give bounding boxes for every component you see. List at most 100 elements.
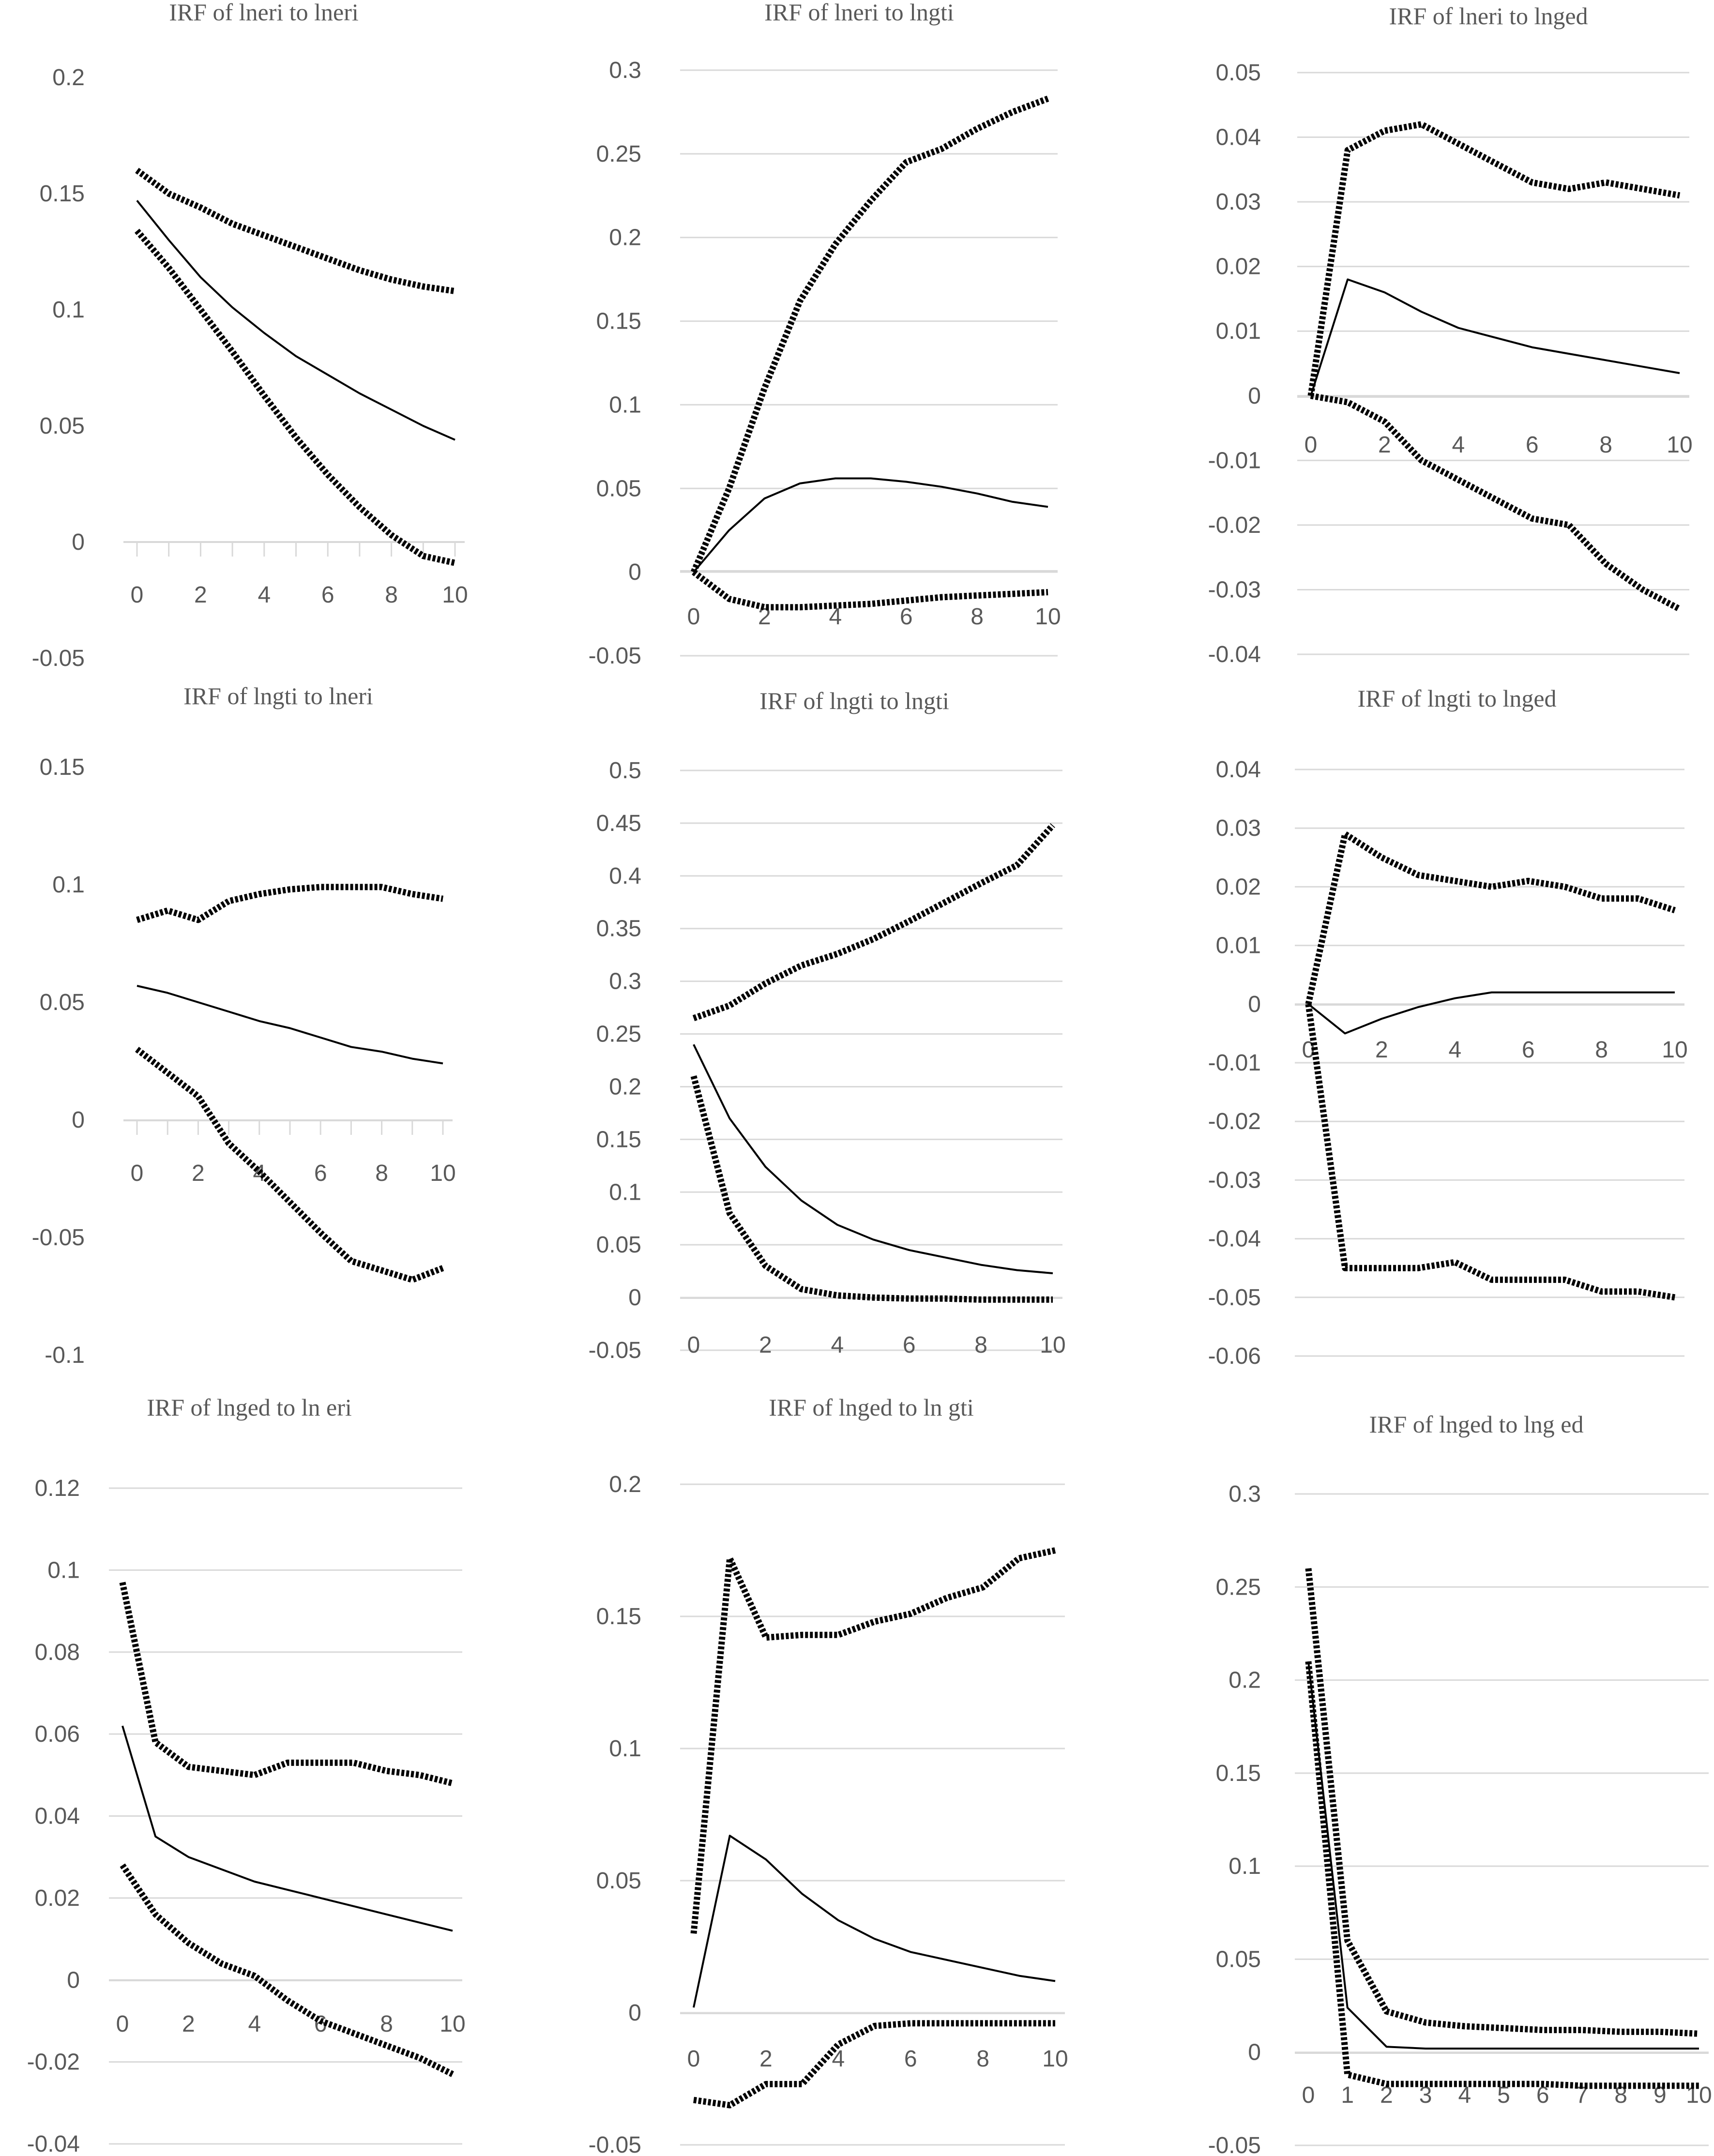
y-tick-label: -0.05: [32, 646, 85, 671]
x-tick-label: 6: [321, 582, 334, 608]
confidence-band-line: [692, 569, 1048, 611]
confidence-band-line: [135, 1047, 444, 1283]
y-tick-label: 0.25: [596, 141, 641, 167]
y-tick-label: 0.04: [1216, 125, 1261, 151]
x-tick-label: 8: [971, 604, 984, 630]
y-tick-label: 0.1: [1229, 1854, 1261, 1879]
y-tick-label: 0.05: [596, 476, 641, 501]
y-tick-label: 0.02: [1216, 874, 1261, 900]
confidence-band-line: [119, 1582, 454, 1787]
x-tick-label: 10: [442, 582, 468, 608]
y-tick-label: 0.02: [1216, 254, 1261, 280]
y-tick-label: 0.1: [609, 1179, 641, 1205]
y-tick-label: -0.04: [1208, 642, 1261, 667]
x-tick-label: 0: [687, 2046, 700, 2072]
irf-line: [121, 1725, 453, 1932]
y-tick-label: 0: [72, 1107, 85, 1133]
y-tick-label: 0.5: [609, 758, 641, 784]
x-tick-label: 4: [1452, 432, 1465, 458]
x-tick-label: 0: [1304, 432, 1318, 458]
x-tick-label: 0: [687, 1332, 700, 1358]
y-tick-label: 0.2: [609, 225, 641, 251]
confidence-band-line: [1305, 830, 1676, 1005]
y-tick-label: 0.3: [1229, 1481, 1261, 1507]
confidence-band-line: [1305, 1661, 1699, 2089]
y-tick-label: 0.2: [609, 1472, 641, 1497]
x-tick-label: 10: [1035, 604, 1061, 630]
y-tick-label: 0.05: [596, 1868, 641, 1894]
irf-line: [693, 1044, 1053, 1274]
irf-line: [693, 1835, 1056, 2008]
y-tick-label: 0.1: [52, 297, 85, 323]
chart-title: IRF of lneri to lnged: [1389, 2, 1588, 30]
x-tick-label: 4: [248, 2011, 261, 2037]
confidence-band-line: [1305, 1003, 1676, 1301]
y-tick-label: -0.02: [1208, 1109, 1261, 1134]
chart-title: IRF of lngti to lneri: [183, 682, 373, 709]
y-tick-label: 0: [628, 1285, 641, 1311]
y-tick-label: 0.4: [609, 863, 641, 889]
x-tick-label: 6: [904, 2046, 917, 2072]
x-tick-label: 6: [1522, 1037, 1535, 1063]
x-tick-label: 2: [194, 582, 207, 608]
x-tick-label: 8: [1595, 1037, 1608, 1063]
x-tick-label: 2: [1378, 432, 1391, 458]
confidence-band-line: [691, 95, 1049, 573]
x-tick-label: 10: [1686, 2082, 1712, 2108]
irf-line: [1307, 1661, 1699, 2050]
x-tick-label: 2: [1375, 1037, 1388, 1063]
x-tick-label: 0: [1302, 2082, 1315, 2108]
y-tick-label: 0.1: [47, 1557, 80, 1583]
y-tick-label: 0: [628, 2000, 641, 2026]
y-tick-label: 0.04: [35, 1804, 80, 1829]
irf-line: [137, 985, 443, 1065]
x-tick-label: 0: [687, 604, 700, 630]
y-tick-label: 0.03: [1216, 815, 1261, 841]
y-tick-label: -0.02: [27, 2050, 80, 2075]
y-tick-label: 0.04: [1216, 757, 1261, 783]
x-tick-label: 6: [314, 1161, 327, 1186]
x-tick-label: 2: [758, 604, 771, 630]
y-tick-label: 0.3: [609, 969, 641, 995]
y-tick-label: -0.04: [27, 2131, 80, 2156]
y-tick-label: 0.12: [35, 1476, 80, 1501]
confidence-band-line: [1307, 121, 1681, 396]
y-tick-label: 0.1: [609, 392, 641, 418]
y-tick-label: -0.1: [45, 1342, 85, 1368]
x-tick-label: 4: [831, 1332, 844, 1358]
y-tick-label: -0.01: [1208, 448, 1261, 473]
x-tick-label: 10: [1040, 1332, 1065, 1358]
x-tick-label: 2: [759, 2046, 773, 2072]
y-tick-label: -0.06: [1208, 1343, 1261, 1369]
confidence-band-line: [1310, 392, 1682, 612]
y-tick-label: -0.05: [589, 643, 641, 669]
y-tick-label: -0.05: [589, 1338, 641, 1363]
x-tick-label: 10: [1667, 432, 1692, 458]
y-tick-label: 0.25: [596, 1022, 641, 1047]
x-tick-label: 4: [1448, 1037, 1461, 1063]
x-tick-label: 8: [974, 1332, 987, 1358]
y-tick-label: 0.05: [40, 990, 85, 1015]
y-tick-label: 0.1: [52, 872, 85, 898]
chart-title: IRF of lnged to lng ed: [1369, 1411, 1583, 1438]
confidence-band-line: [1305, 1568, 1699, 2037]
chart-title: IRF of lnged to ln eri: [147, 1394, 352, 1421]
y-tick-label: 0.2: [609, 1074, 641, 1100]
chart-title: IRF of lngti to lngti: [759, 687, 949, 714]
y-tick-label: 0.2: [52, 65, 85, 90]
y-tick-label: 0.3: [609, 58, 641, 83]
x-tick-label: 10: [430, 1161, 455, 1186]
y-tick-label: 0.15: [596, 309, 641, 334]
y-tick-label: -0.05: [1208, 2133, 1261, 2156]
y-tick-label: 0: [67, 1967, 80, 1993]
chart-panel-6: IRF of lngti to lnged -0.06 -0.05 -0.04 -0.0…: [1208, 685, 1688, 1369]
y-tick-label: -0.03: [1208, 577, 1261, 603]
irf-line: [136, 200, 455, 441]
chart-panel-5: IRF of lngti to lngti -0.05 0 0.05 0.1 0.15 0.…: [589, 687, 1066, 1363]
confidence-band-line: [690, 1075, 1053, 1303]
x-tick-label: 2: [759, 1332, 772, 1358]
chart-panel-1: IRF of lneri to lneri -0.05 0 0.05 0.1 0.15 0.…: [32, 0, 468, 671]
y-tick-label: 0.35: [596, 916, 641, 942]
confidence-band-line: [690, 1547, 1056, 1934]
